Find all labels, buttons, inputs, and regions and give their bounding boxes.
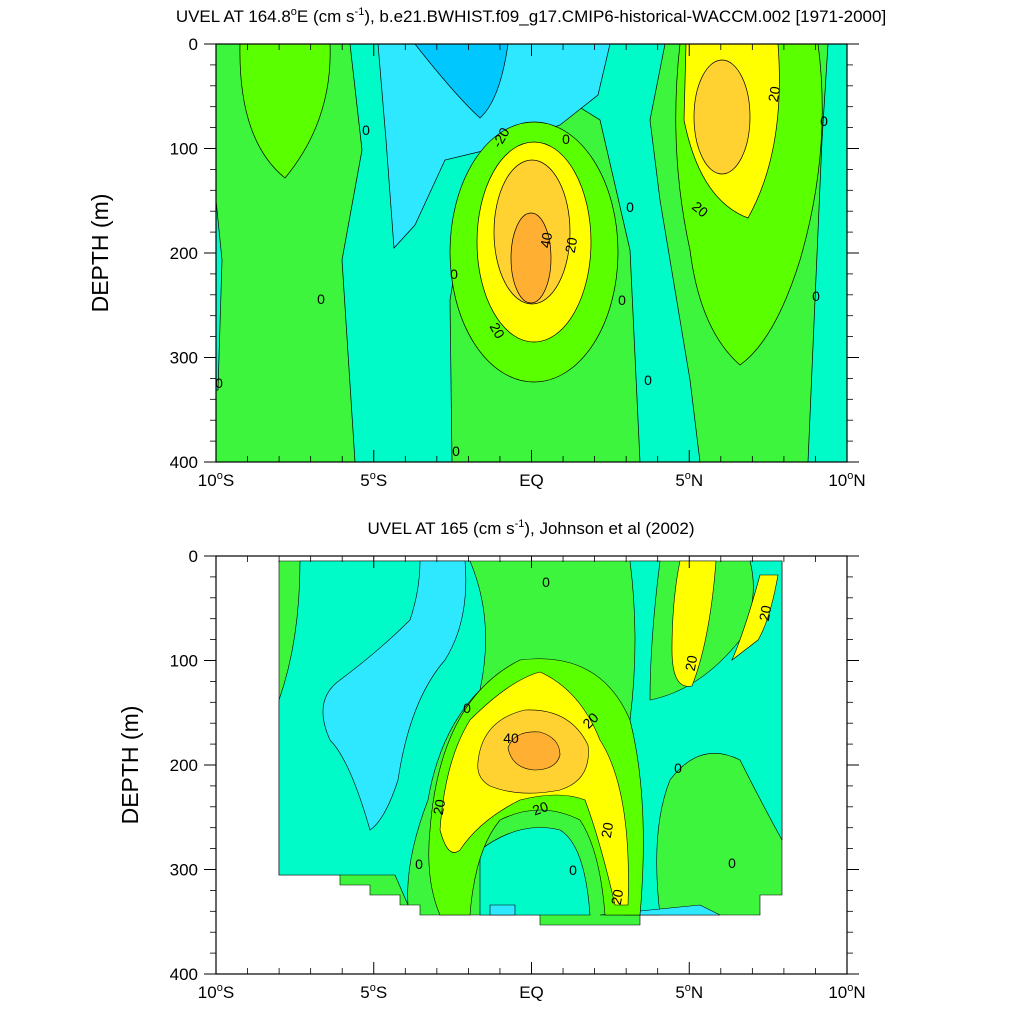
x-tick-label: 10oN	[828, 470, 865, 490]
contour-label: 0	[452, 443, 460, 459]
x-tick-label: 10oS	[198, 470, 234, 490]
contour-label: 0	[562, 131, 570, 147]
y-tick-label: 300	[170, 349, 198, 368]
contour-label: 20	[487, 320, 509, 342]
contour-label: 0	[812, 288, 820, 304]
necc-30	[693, 59, 751, 175]
contour-fill-west-patch	[239, 44, 331, 179]
contour-fill-east-band	[807, 44, 847, 462]
model-contour-field	[216, 44, 847, 462]
obs-title: UVEL AT 165 (cm s-1), Johnson et al (200…	[368, 518, 695, 538]
x-tick-label: 5oS	[360, 982, 387, 1002]
obs-fill-teal-center	[479, 827, 591, 916]
x-tick-label: 5oN	[675, 470, 703, 490]
contour-label: 0	[215, 375, 223, 391]
obs-necc-20	[671, 560, 717, 687]
y-tick-label: 100	[170, 652, 198, 671]
contour-label: 0	[728, 855, 736, 871]
y-tick-label: 400	[170, 453, 198, 472]
contour-label: 0	[626, 199, 634, 215]
obs-contour-field	[278, 560, 783, 926]
euc-40	[510, 212, 552, 304]
contour-label: 20	[756, 604, 774, 622]
obs-y-axis-label: DEPTH (m)	[117, 706, 143, 825]
contour-fill-west-edge	[216, 199, 223, 391]
contour-label: 0	[820, 113, 828, 129]
model-panel: UVEL AT 164.8oE (cm s-1), b.e21.BWHIST.f…	[87, 6, 886, 490]
contour-label: 20	[530, 798, 550, 818]
contour-label: 0	[674, 760, 682, 776]
model-y-axis-label: DEPTH (m)	[87, 194, 113, 313]
contour-label: 0	[415, 856, 423, 872]
y-tick-label: 200	[170, 756, 198, 775]
x-tick-label: 5oN	[675, 982, 703, 1002]
obs-euc-40	[507, 731, 561, 771]
contour-label: 0	[362, 122, 370, 138]
obs-panel: UVEL AT 165 (cm s-1), Johnson et al (200…	[117, 518, 866, 1002]
x-tick-label: 10oS	[198, 982, 234, 1002]
obs-necc-20-east	[731, 574, 779, 661]
contour-label: 0	[463, 700, 471, 716]
y-tick-label: 100	[170, 140, 198, 159]
obs-fill-cyan-bottom	[489, 904, 721, 916]
contour-label: 20	[765, 85, 783, 103]
contour-label: 40	[537, 231, 555, 249]
contour-label: 40	[503, 730, 519, 746]
contour-label: 0	[644, 372, 652, 388]
contour-label: 0	[317, 291, 325, 307]
y-tick-label: 300	[170, 861, 198, 880]
model-title: UVEL AT 164.8oE (cm s-1), b.e21.BWHIST.f…	[176, 6, 886, 26]
contour-label: 0	[450, 266, 458, 282]
y-tick-label: 0	[189, 35, 198, 54]
x-tick-label: 5oS	[360, 470, 387, 490]
contour-label: 20	[682, 654, 700, 672]
contour-label: 0	[569, 862, 577, 878]
contour-label: 20	[562, 236, 580, 254]
y-tick-label: 0	[189, 547, 198, 566]
contour-label: 20	[608, 888, 626, 906]
obs-fill-cyan	[322, 560, 467, 831]
contour-label: 0	[542, 574, 550, 590]
contour-label: 20	[430, 798, 448, 816]
contour-fill-minus20	[414, 44, 509, 119]
x-tick-label: 10oN	[828, 982, 865, 1002]
y-tick-label: 400	[170, 965, 198, 984]
y-tick-label: 200	[170, 244, 198, 263]
contour-label: 20	[598, 821, 616, 839]
x-tick-label: EQ	[519, 471, 544, 490]
x-tick-label: EQ	[519, 983, 544, 1002]
contour-label: 0	[618, 292, 626, 308]
